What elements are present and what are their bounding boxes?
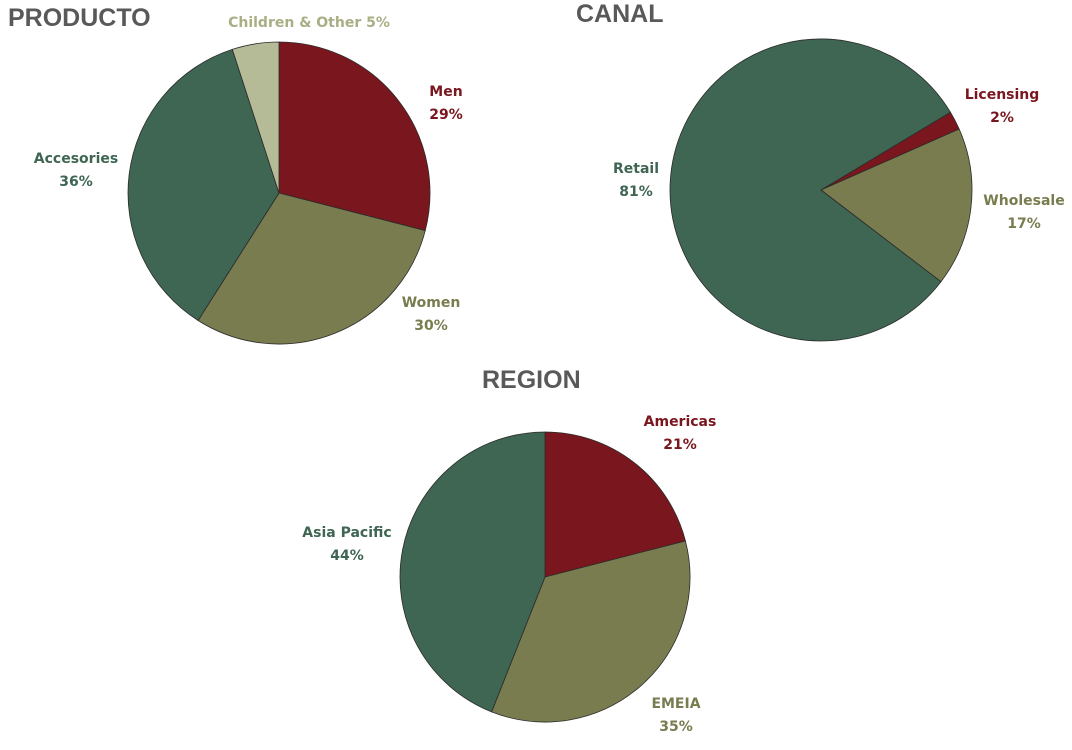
data-label-category: Asia Pacific: [302, 525, 391, 541]
data-label-category: Men: [429, 84, 462, 100]
data-label-percent: 2%: [990, 110, 1014, 126]
pie-slice-accesories: [127, 48, 280, 322]
data-label: EMEIA 35%: [651, 696, 700, 735]
data-label: Accesories 36%: [34, 151, 118, 190]
data-label-category: Americas: [644, 414, 717, 430]
data-label: Children & Other 5%: [228, 15, 390, 31]
data-label-category: Retail: [613, 161, 659, 177]
data-label-category: Accesories: [34, 151, 118, 167]
pie-slice-retail: [669, 38, 951, 342]
data-label-percent: 35%: [659, 719, 693, 735]
pie-slice-asia-pacific: [399, 431, 546, 713]
data-label: Wholesale 17%: [983, 193, 1064, 232]
data-label-category: Women: [402, 295, 461, 311]
data-label: Women 30%: [402, 295, 461, 334]
data-label-category: EMEIA: [651, 696, 700, 712]
data-label: Licensing 2%: [965, 87, 1040, 126]
data-label-percent: 21%: [663, 437, 697, 453]
data-label-percent: 44%: [330, 548, 364, 564]
pie-slice-americas: [544, 431, 686, 578]
pie-slice-children-other: [231, 41, 280, 194]
pie-slice-women: [197, 192, 426, 345]
data-label-percent: 30%: [414, 318, 448, 334]
data-label-percent: 81%: [619, 184, 653, 200]
pie-slice-men: [278, 41, 431, 232]
data-label-category: Wholesale: [983, 193, 1064, 209]
pie-slice-wholesale: [820, 128, 973, 283]
chart-title-region: REGION: [482, 366, 581, 394]
data-label: Americas 21%: [644, 414, 717, 453]
data-label-category: Licensing: [965, 87, 1040, 103]
chart-title-producto: PRODUCTO: [8, 4, 151, 32]
data-label-percent: 36%: [59, 174, 93, 190]
data-label: Retail 81%: [613, 161, 659, 200]
data-label-percent: 29%: [429, 107, 463, 123]
data-label: Asia Pacific 44%: [302, 525, 391, 564]
pie-slice-emeia: [491, 540, 691, 723]
data-label: Men 29%: [429, 84, 463, 123]
chart-title-canal: CANAL: [576, 0, 664, 28]
data-label-percent: 17%: [1007, 216, 1041, 232]
